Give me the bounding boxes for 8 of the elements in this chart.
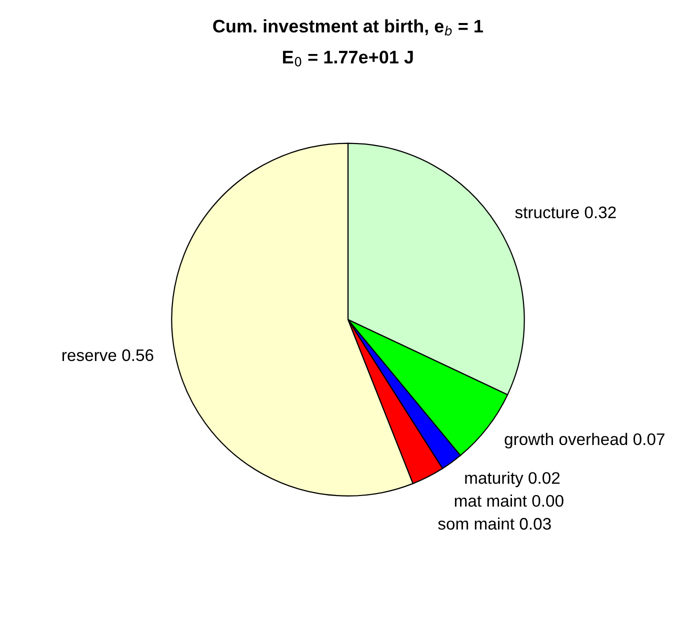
- chart-subtitle: E$_{0}$ = 1.77e+01 J: [283, 50, 413, 66]
- slice-label: reserve 0.56: [62, 349, 154, 362]
- slice-label: structure 0.32: [515, 206, 616, 218]
- slice-label: maturity 0.02: [465, 472, 560, 488]
- slice-label: som maint 0.03: [438, 517, 551, 530]
- chart-title: Cum. investment at birth, e$_{b}$ = 1: [213, 19, 483, 36]
- slice-label: growth overhead 0.07: [504, 432, 664, 448]
- category-label: mat maint 0.00: [454, 494, 564, 507]
